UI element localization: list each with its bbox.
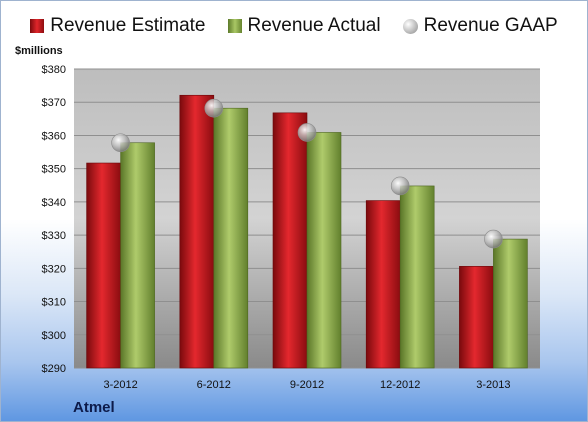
bars xyxy=(86,94,528,369)
y-tick-label: $300 xyxy=(42,330,66,342)
bar-revenue-estimate xyxy=(272,112,308,369)
bar-revenue-actual xyxy=(213,107,249,369)
bar-revenue-estimate xyxy=(179,94,215,369)
bar-revenue-actual xyxy=(306,132,342,369)
x-axis-ticks: 3-2012 6-2012 9-2012 12-2012 3-2013 xyxy=(103,379,510,391)
bubble-revenue-gaap xyxy=(111,133,130,153)
bubble-revenue-gaap xyxy=(297,123,317,142)
y-axis-unit-label: $millions xyxy=(15,45,63,57)
legend-label-actual: Revenue Actual xyxy=(247,15,381,36)
y-tick-label: $380 xyxy=(42,64,66,76)
bubble-revenue-gaap xyxy=(204,98,224,118)
y-tick-label: $370 xyxy=(42,97,66,109)
y-tick-label: $310 xyxy=(42,297,66,309)
y-tick-label: $320 xyxy=(42,263,66,275)
x-tick-label: 6-2012 xyxy=(197,379,231,391)
y-tick-label: $290 xyxy=(42,363,66,375)
legend-swatch-gaap xyxy=(402,18,418,34)
x-tick-label: 9-2012 xyxy=(290,379,324,391)
legend-label-estimate: Revenue Estimate xyxy=(50,15,206,36)
bubble-revenue-gaap xyxy=(484,229,503,249)
legend-swatch-estimate xyxy=(30,19,45,33)
bar-revenue-actual xyxy=(120,142,155,369)
bar-revenue-estimate xyxy=(459,266,494,369)
bubble-revenue-gaap xyxy=(390,176,410,196)
y-tick-label: $350 xyxy=(42,164,66,176)
x-tick-label: 3-2013 xyxy=(476,379,510,391)
legend-item-gaap: Revenue GAAP xyxy=(402,15,558,37)
legend: Revenue Estimate Revenue Actual Revenue … xyxy=(1,15,587,37)
legend-label-gaap: Revenue GAAP xyxy=(423,15,558,36)
legend-item-estimate: Revenue Estimate xyxy=(30,15,206,37)
y-tick-label: $340 xyxy=(42,197,66,209)
gaap-bubbles xyxy=(111,98,503,249)
legend-swatch-actual xyxy=(227,19,242,33)
x-tick-label: 3-2012 xyxy=(103,379,137,391)
company-name: Atmel xyxy=(73,399,115,416)
x-tick-label: 12-2012 xyxy=(380,379,420,391)
bar-revenue-actual xyxy=(399,185,435,369)
y-axis-ticks: $290 $300 $310 $320 $330 $340 $350 $360 $370 $380 xyxy=(42,64,66,375)
bar-revenue-estimate xyxy=(86,162,121,369)
bar-revenue-actual xyxy=(493,238,528,369)
y-tick-label: $360 xyxy=(42,130,66,142)
y-tick-label: $330 xyxy=(42,230,66,242)
legend-item-actual: Revenue Actual xyxy=(227,15,381,37)
bar-revenue-estimate xyxy=(365,200,401,369)
